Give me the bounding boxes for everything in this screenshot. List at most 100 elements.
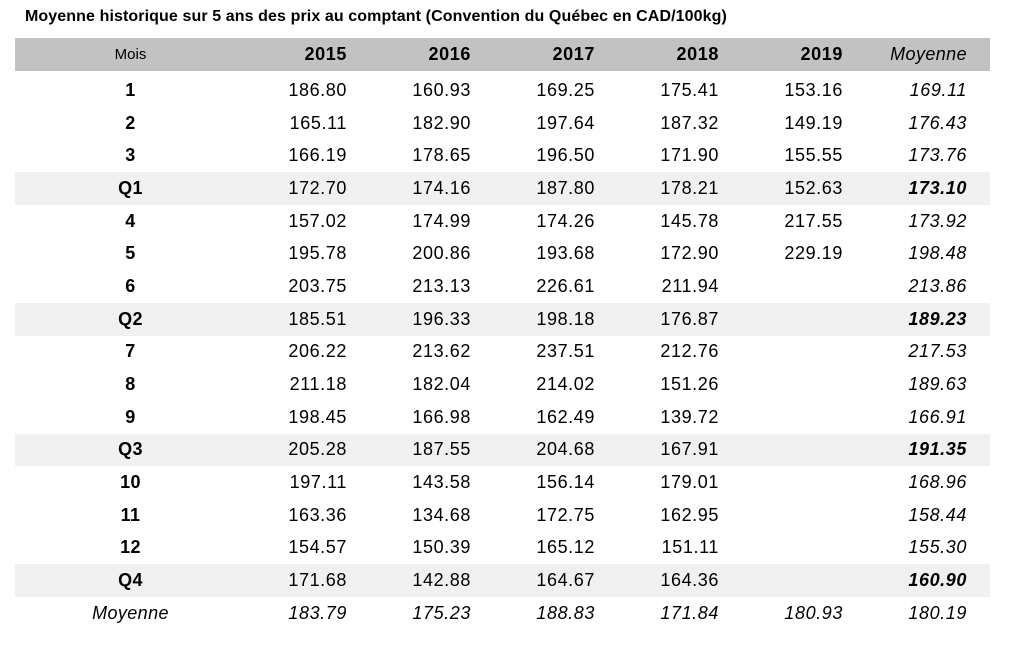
cell-2018: 175.41: [660, 79, 719, 100]
row-label: 4: [125, 210, 136, 231]
cell-2016: 143.58: [412, 472, 471, 493]
cell-2015: 205.28: [246, 433, 370, 467]
cell-2017: 197.64: [536, 112, 595, 133]
row-label: Q1: [15, 172, 246, 205]
column-header-2018: 2018: [618, 38, 742, 74]
cell-2015: 165.11: [289, 112, 347, 133]
cell-2019: [742, 433, 866, 467]
column-header-2017: 2017: [494, 38, 618, 74]
cell-2018: 179.01: [660, 472, 719, 493]
cell-moyenne: 166.91: [908, 406, 967, 427]
cell-2015: 197.11: [289, 472, 347, 493]
cell-2016: 134.68: [412, 504, 471, 525]
row-label: 10: [120, 472, 141, 493]
row-label: 11: [120, 504, 141, 525]
cell-2018: 176.87: [618, 302, 742, 336]
cell-2018: 171.84: [660, 602, 719, 623]
cell-2018: 211.94: [661, 275, 719, 296]
row-label: Q4: [15, 564, 246, 597]
cell-2015: 186.80: [288, 79, 347, 100]
cell-moyenne: 158.44: [908, 504, 967, 525]
cell-moyenne: 160.90: [866, 564, 990, 597]
report-page: Moyenne historique sur 5 ans des prix au…: [0, 7, 1024, 630]
cell-2016: 166.98: [412, 406, 471, 427]
cell-2018: 171.90: [660, 145, 719, 166]
cell-2015: 171.68: [246, 564, 370, 597]
column-header-mois: Mois: [15, 38, 246, 74]
table-row-2: 2 165.11 182.90 197.64 187.32 149.19 176.43: [15, 107, 990, 140]
cell-2019: [742, 401, 866, 434]
column-header-2019: 2019: [742, 38, 866, 74]
cell-2017: 237.51: [536, 341, 595, 362]
cell-2017: 172.75: [536, 504, 595, 525]
cell-2017: 169.25: [536, 79, 595, 100]
cell-2019: [742, 532, 866, 565]
table-row-11: 11 163.36 134.68 172.75 162.95 158.44: [15, 499, 990, 532]
cell-2018: 212.76: [660, 341, 719, 362]
table-row-moyenne: Moyenne 183.79 175.23 188.83 171.84 180.93 180…: [15, 597, 990, 630]
row-label: 3: [125, 145, 136, 166]
cell-2015: 157.02: [288, 210, 347, 231]
cell-moyenne: 155.30: [908, 537, 967, 558]
cell-2018: 187.32: [660, 112, 719, 133]
cell-2015: 166.19: [288, 145, 347, 166]
cell-2019: 149.19: [784, 112, 843, 133]
cell-2016: 187.55: [370, 433, 494, 467]
cell-2017: 174.26: [536, 210, 595, 231]
cell-2019: [742, 368, 866, 401]
cell-2015: 183.79: [288, 602, 347, 623]
table-row-1: 1 186.80 160.93 169.25 175.41 153.16 169.11: [15, 73, 990, 107]
cell-2017: 193.68: [536, 243, 595, 264]
table-header: Mois 2015 2016 2017 2018 2019 Moyenne: [15, 38, 990, 74]
row-label: 1: [125, 79, 136, 100]
header-row: Mois 2015 2016 2017 2018 2019 Moyenne: [15, 38, 990, 74]
table-row-6: 6 203.75 213.13 226.61 211.94 213.86: [15, 270, 990, 303]
table-row-4: 4 157.02 174.99 174.26 145.78 217.55 173.92: [15, 205, 990, 238]
row-label: 5: [125, 243, 136, 264]
cell-2017: 164.67: [494, 564, 618, 597]
row-label: 12: [120, 537, 141, 558]
cell-moyenne: 173.92: [908, 210, 967, 231]
cell-2015: 154.57: [288, 537, 347, 558]
cell-moyenne: 173.76: [908, 145, 967, 166]
cell-2019: 153.16: [784, 79, 843, 100]
cell-moyenne: 180.19: [908, 602, 967, 623]
table-row-q2: Q2 185.51 196.33 198.18 176.87 189.23: [15, 302, 990, 336]
cell-moyenne: 173.10: [866, 172, 990, 205]
cell-2018: 162.95: [660, 504, 719, 525]
cell-moyenne: 189.23: [866, 302, 990, 336]
column-header-2015: 2015: [246, 38, 370, 74]
cell-2018: 167.91: [618, 433, 742, 467]
cell-moyenne: 198.48: [908, 243, 967, 264]
cell-2019: 229.19: [784, 243, 843, 264]
column-header-moyenne: Moyenne: [866, 38, 990, 74]
table-row-q3: Q3 205.28 187.55 204.68 167.91 191.35: [15, 433, 990, 467]
table-row-5: 5 195.78 200.86 193.68 172.90 229.19 198.48: [15, 237, 990, 270]
row-label: Q2: [15, 302, 246, 336]
cell-2015: 211.18: [289, 374, 347, 395]
cell-2019: [742, 466, 866, 499]
page-title: Moyenne historique sur 5 ans des prix au…: [25, 8, 727, 25]
cell-moyenne: 213.86: [908, 275, 967, 296]
cell-2019: [742, 270, 866, 303]
cell-2015: 163.36: [288, 504, 347, 525]
cell-2016: 200.86: [412, 243, 471, 264]
cell-2015: 195.78: [288, 243, 347, 264]
table-row-q4: Q4 171.68 142.88 164.67 164.36 160.90: [15, 564, 990, 597]
cell-2018: 151.26: [660, 374, 719, 395]
cell-2017: 204.68: [494, 433, 618, 467]
table-row-8: 8 211.18 182.04 214.02 151.26 189.63: [15, 368, 990, 401]
cell-2019: 155.55: [784, 145, 843, 166]
table-row-10: 10 197.11 143.58 156.14 179.01 168.96: [15, 466, 990, 499]
cell-2019: 217.55: [784, 210, 843, 231]
table-row-7: 7 206.22 213.62 237.51 212.76 217.53: [15, 336, 990, 369]
table-row-q1: Q1 172.70 174.16 187.80 178.21 152.63 173.10: [15, 172, 990, 205]
table-row-9: 9 198.45 166.98 162.49 139.72 166.91: [15, 401, 990, 434]
cell-2017: 165.12: [536, 537, 595, 558]
cell-2015: 203.75: [288, 275, 347, 296]
cell-2018: 178.21: [618, 172, 742, 205]
row-label: 7: [125, 341, 136, 362]
table-row-12: 12 154.57 150.39 165.12 151.11 155.30: [15, 532, 990, 565]
cell-2018: 139.72: [660, 406, 719, 427]
cell-2019: [742, 336, 866, 369]
